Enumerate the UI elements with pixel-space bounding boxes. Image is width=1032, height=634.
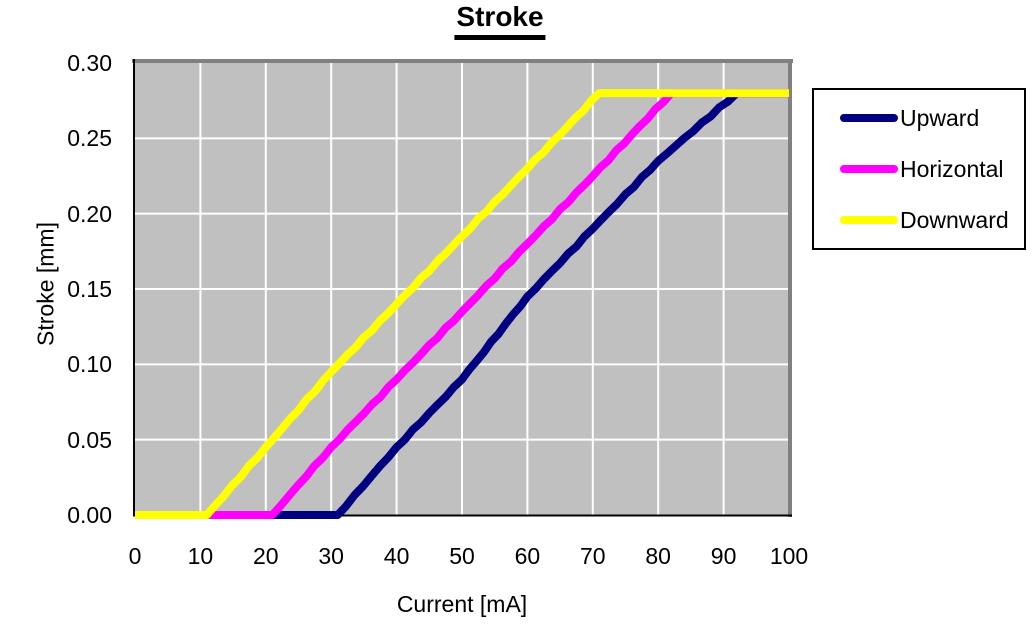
series-line-downward — [135, 89, 789, 519]
y-tick-label: 0.05 — [67, 426, 112, 453]
legend-label: Downward — [900, 207, 1009, 234]
y-tick-label: 0.15 — [67, 276, 112, 302]
legend-label: Horizontal — [900, 155, 1004, 182]
x-tick-label: 70 — [580, 543, 606, 569]
legend-swatch-downward — [840, 216, 898, 225]
legend-swatch-horizontal — [840, 164, 898, 173]
y-tick-label: 0.00 — [67, 502, 112, 528]
series-line-horizontal — [135, 89, 789, 519]
y-tick-label: 0.20 — [67, 200, 112, 227]
legend-item-upward: Upward — [814, 106, 1024, 130]
legend-label: Upward — [900, 104, 980, 131]
legend-item-horizontal: Horizontal — [814, 157, 1024, 181]
series-line-upward — [135, 89, 789, 519]
x-axis-title: Current [mA] — [396, 591, 528, 617]
x-tick-label: 60 — [514, 543, 541, 569]
legend-swatch-upward — [840, 113, 898, 122]
chart-title: Stroke — [454, 1, 546, 40]
x-tick-label: 30 — [318, 543, 344, 569]
y-tick-label: 0.25 — [67, 125, 112, 152]
x-tick-label: 90 — [710, 543, 737, 569]
y-tick-label: 0.30 — [67, 50, 112, 76]
legend-item-downward: Downward — [814, 208, 1024, 232]
x-tick-label: 40 — [383, 543, 410, 569]
x-tick-label: 20 — [253, 543, 279, 569]
legend: Upward Horizontal Downward — [812, 88, 1026, 250]
x-tick-label: 10 — [187, 543, 214, 569]
x-tick-label: 0 — [128, 543, 142, 569]
x-tick-label: 50 — [449, 543, 475, 569]
x-tick-label: 100 — [769, 543, 809, 569]
x-tick-label: 80 — [645, 543, 671, 569]
y-axis-title: Stroke [mm] — [32, 222, 59, 346]
y-tick-label: 0.10 — [67, 351, 112, 378]
